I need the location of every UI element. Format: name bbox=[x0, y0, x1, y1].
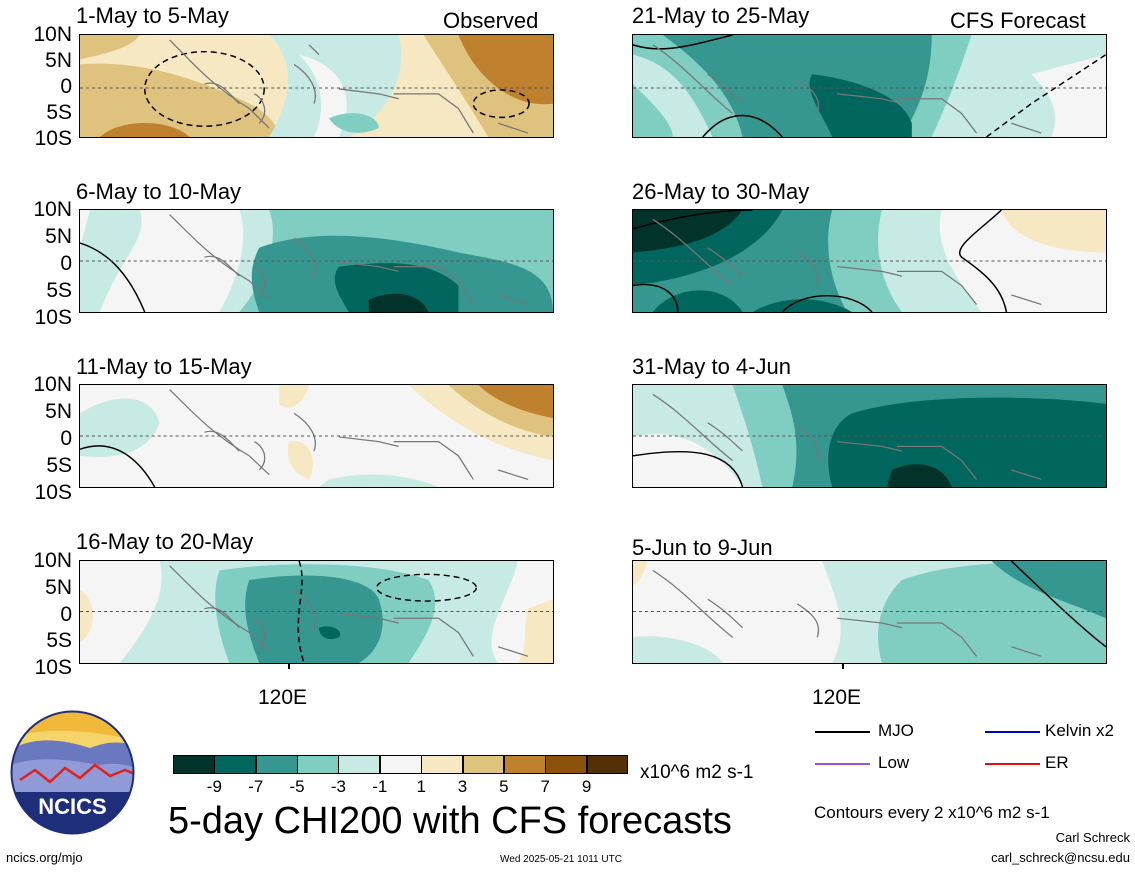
colorbar-label: 1 bbox=[416, 777, 426, 796]
legend-kelvin-label: Kelvin x2 bbox=[1045, 721, 1114, 740]
lat-label: 5N bbox=[45, 49, 72, 72]
legend-kelvin-line bbox=[985, 731, 1040, 733]
panel-title: 11-May to 15-May bbox=[76, 354, 252, 379]
footer-url[interactable]: ncics.org/mjo bbox=[6, 850, 83, 865]
lat-label: 0 bbox=[60, 602, 72, 626]
lat-label: 0 bbox=[60, 75, 72, 98]
footer-timestamp: Wed 2025-05-21 1011 UTC bbox=[500, 854, 622, 865]
lat-label: 5N bbox=[45, 575, 72, 599]
map-panel-7 bbox=[79, 560, 554, 664]
footer-author: Carl Schreck bbox=[1055, 830, 1130, 845]
lat-label: 0 bbox=[60, 427, 72, 450]
logo-text: NCICS bbox=[38, 794, 106, 819]
lat-label: 10N bbox=[33, 23, 72, 46]
lon-tick bbox=[842, 663, 844, 669]
map-panel-3 bbox=[79, 209, 554, 313]
legend: MJO Kelvin x2 Low ER bbox=[815, 718, 1135, 778]
colorbar-label: 5 bbox=[499, 777, 509, 796]
legend-low-label: Low bbox=[878, 753, 910, 772]
colorbar-cell bbox=[255, 755, 298, 774]
legend-low-line bbox=[815, 763, 870, 765]
contour-note: Contours every 2 x10^6 m2 s-1 bbox=[814, 803, 1050, 822]
lat-label: 5N bbox=[45, 400, 72, 423]
legend-er-line bbox=[985, 763, 1040, 765]
colorbar-cell bbox=[379, 755, 422, 774]
lat-label: 10S bbox=[34, 481, 72, 504]
colorbar-label: 9 bbox=[581, 777, 592, 796]
lat-label: 5S bbox=[46, 279, 72, 302]
panel-title: 1-May to 5-May bbox=[76, 3, 229, 28]
colorbar bbox=[173, 755, 629, 774]
lat-label: 0 bbox=[60, 252, 72, 275]
panel-tag-cfs: CFS Forecast bbox=[950, 8, 1086, 33]
colorbar-label: -1 bbox=[372, 777, 388, 796]
legend-mjo-line bbox=[815, 731, 870, 733]
map-panel-6 bbox=[632, 384, 1107, 488]
lat-label: 5S bbox=[46, 101, 72, 124]
colorbar-label: -3 bbox=[330, 777, 347, 796]
colorbar-cell bbox=[214, 755, 257, 774]
panel-title: 21-May to 25-May bbox=[632, 3, 810, 28]
colorbar-cell bbox=[586, 755, 629, 774]
colorbar-cell bbox=[545, 755, 588, 774]
footer-email[interactable]: carl_schreck@ncsu.edu bbox=[991, 850, 1130, 865]
lon-label-right: 120E bbox=[812, 686, 862, 709]
colorbar-cell bbox=[421, 755, 464, 774]
colorbar-cell bbox=[462, 755, 505, 774]
colorbar-label: 3 bbox=[457, 777, 468, 796]
map-panel-4 bbox=[632, 209, 1107, 313]
colorbar-label: 7 bbox=[540, 777, 550, 796]
panel-title: 6-May to 10-May bbox=[76, 179, 242, 204]
lat-label: 5S bbox=[46, 454, 72, 477]
panel-title: 26-May to 30-May bbox=[632, 179, 810, 204]
lon-label-left: 120E bbox=[258, 686, 308, 709]
ncics-logo: NCICS bbox=[10, 710, 135, 835]
legend-mjo-label: MJO bbox=[878, 721, 914, 740]
map-panel-5 bbox=[79, 384, 554, 488]
map-panel-1 bbox=[79, 34, 554, 138]
lat-label: 10N bbox=[33, 549, 72, 572]
legend-er-label: ER bbox=[1045, 753, 1069, 772]
map-panel-2 bbox=[632, 34, 1107, 138]
lat-label: 10S bbox=[34, 306, 72, 329]
main-title: 5-day CHI200 with CFS forecasts bbox=[168, 800, 732, 842]
lat-label: 5N bbox=[45, 225, 72, 248]
panel-title: 16-May to 20-May bbox=[76, 529, 254, 554]
colorbar-cell bbox=[297, 755, 339, 774]
colorbar-label: -7 bbox=[248, 777, 264, 796]
colorbar-cell bbox=[503, 755, 546, 774]
lat-label: 10N bbox=[33, 198, 72, 221]
panel-title: 31-May to 4-Jun bbox=[632, 354, 791, 379]
colorbar-label: -9 bbox=[206, 777, 222, 796]
colorbar-units: x10^6 m2 s-1 bbox=[640, 762, 754, 783]
lat-label: 10S bbox=[34, 127, 72, 150]
colorbar-label: -5 bbox=[289, 777, 305, 796]
colorbar-cell bbox=[338, 755, 381, 774]
panel-tag-observed: Observed bbox=[443, 8, 539, 33]
colorbar-labels: -9 -7 -5 -3 -1 1 3 5 7 9 bbox=[173, 777, 628, 797]
lat-label: 10S bbox=[34, 656, 72, 679]
map-panel-8 bbox=[632, 560, 1107, 664]
panel-title: 5-Jun to 9-Jun bbox=[632, 535, 773, 560]
lon-tick bbox=[288, 663, 290, 669]
colorbar-cell bbox=[173, 755, 215, 774]
lat-label: 5S bbox=[46, 629, 72, 653]
lat-label: 10N bbox=[33, 373, 72, 396]
